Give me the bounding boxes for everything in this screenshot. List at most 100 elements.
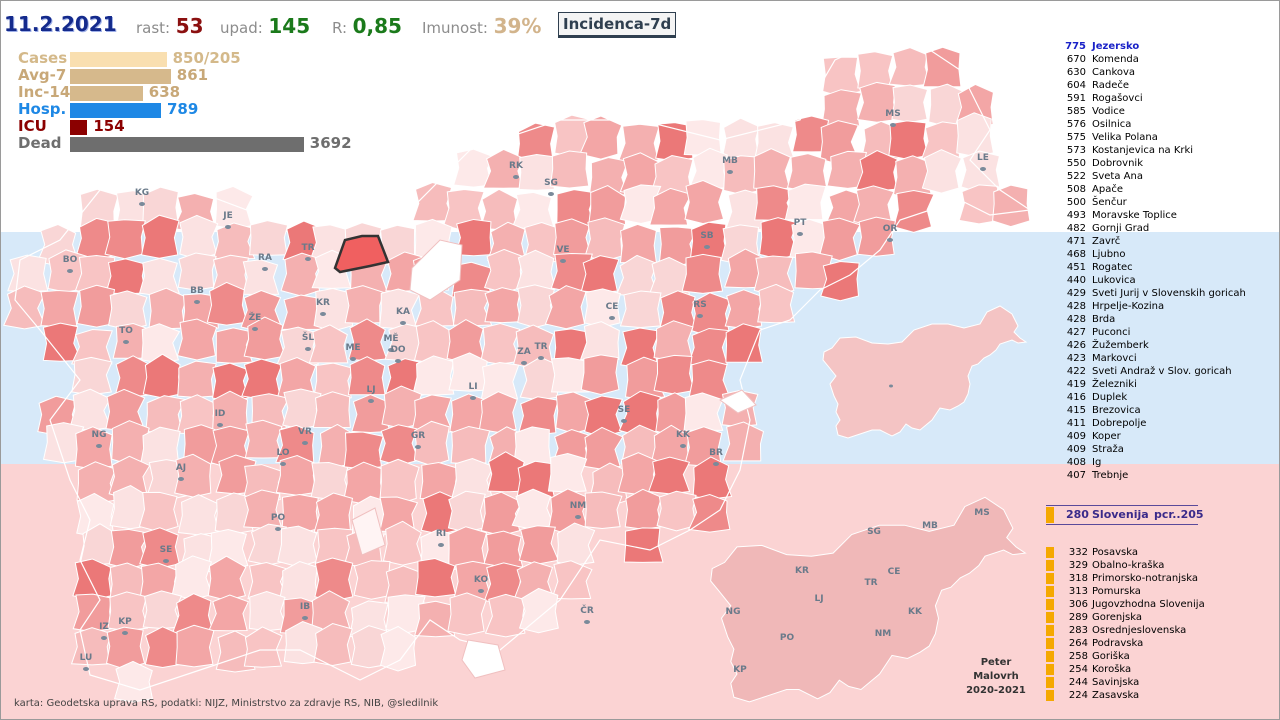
municipality-shape: [313, 492, 354, 535]
city-label: MĚ: [383, 332, 398, 344]
municipality-row: 440 Lukovica: [1062, 274, 1272, 287]
region-city-label: MB: [922, 521, 938, 531]
city-dot: [704, 245, 710, 249]
region-row: 318 Primorsko-notranjska: [1046, 572, 1246, 585]
stat-row-dead: Dead 3692: [18, 134, 418, 152]
municipality-shape: [174, 453, 212, 498]
stat-name: Inc-14: [18, 83, 71, 101]
region-value: 306: [1068, 599, 1088, 610]
stat-bar: [70, 120, 88, 135]
region-value: 289: [1068, 612, 1088, 623]
region-row: 254 Koroška: [1046, 663, 1246, 676]
stat-name: ICU: [18, 117, 47, 135]
region-city-label: PO: [780, 633, 795, 643]
city-dot: [305, 347, 311, 351]
municipality-row: 409 Koper: [1062, 430, 1272, 443]
municipality-shape: [313, 288, 354, 332]
city-label: AJ: [176, 463, 186, 473]
municipality-name: Dobrovnik: [1092, 158, 1144, 169]
imunost-value: 39%: [493, 14, 542, 38]
municipality-shape: [757, 283, 796, 324]
municipality-shape: [656, 490, 697, 532]
city-dot: [521, 361, 527, 365]
city-dot: [388, 348, 394, 352]
municipality-row: 416 Duplek: [1062, 391, 1272, 404]
author-years: 2020-2021: [966, 685, 1026, 696]
city-dot: [395, 359, 401, 363]
municipality-shape: [725, 323, 764, 363]
region-city-label: LJ: [814, 594, 823, 604]
stat-name: Hosp.: [18, 100, 67, 118]
city-label: RI: [436, 529, 446, 539]
municipality-incidence-list: 775 Jezersko 670 Komenda 630 Cankova 604 Radeče…: [1062, 40, 1272, 482]
municipality-shape: [213, 222, 256, 260]
city-label: BR: [709, 448, 723, 458]
municipality-value: 575: [1066, 132, 1086, 143]
region-name: Gorenjska: [1092, 612, 1142, 623]
municipality-name: Zavrč: [1092, 236, 1121, 247]
municipality-shape: [179, 214, 219, 260]
municipality-shape: [483, 248, 523, 293]
municipality-shape: [624, 488, 663, 530]
municipality-shape: [74, 426, 113, 470]
municipality-shape: [382, 520, 423, 566]
city-label: ČR: [580, 604, 594, 616]
slovenia-value: 280: [1066, 508, 1089, 521]
municipality-row: 415 Brezovica: [1062, 404, 1272, 417]
municipality-shape: [893, 189, 935, 233]
municipality-shape: [241, 358, 283, 400]
stat-bar: [70, 103, 161, 118]
municipality-value: 468: [1066, 249, 1086, 260]
region-name: Pomurska: [1092, 586, 1141, 597]
municipality-name: Jezersko: [1092, 41, 1140, 52]
upad-group: upad: 145: [220, 14, 310, 38]
r-group: R: 0,85: [332, 14, 402, 38]
municipality-name: Koper: [1092, 431, 1121, 442]
city-dot: [415, 445, 421, 449]
municipality-shape: [518, 525, 560, 565]
municipality-shape: [310, 461, 351, 500]
municipality-value: 407: [1066, 470, 1086, 481]
region-name: Goriška: [1092, 651, 1130, 662]
municipality-row: 630 Cankova: [1062, 66, 1272, 79]
municipality-row: 508 Apače: [1062, 183, 1272, 196]
municipality-shape: [450, 425, 491, 465]
municipality-value: 576: [1066, 119, 1086, 130]
municipality-value: 775: [1065, 41, 1086, 52]
stat-name: Cases: [18, 49, 68, 67]
municipality-name: Brda: [1092, 314, 1116, 325]
municipality-row: 426 Žužemberk: [1062, 339, 1272, 352]
municipality-name: Kostanjevica na Krki: [1092, 145, 1194, 156]
stat-value: 154: [93, 117, 125, 135]
city-dot: [584, 620, 590, 624]
city-dot: [320, 312, 326, 316]
incidence-tab-button[interactable]: Incidenca-7d: [558, 12, 677, 38]
city-dot: [252, 327, 258, 331]
municipality-name: Markovci: [1092, 353, 1137, 364]
municipality-shape: [820, 260, 860, 302]
region-value: 283: [1068, 625, 1088, 636]
city-label: RK: [509, 161, 524, 171]
region-row: 224 Zasavska: [1046, 689, 1246, 702]
municipality-shape: [688, 494, 731, 533]
city-label: JE: [222, 211, 233, 221]
municipality-shape: [722, 421, 765, 462]
city-label: ŽE: [249, 311, 262, 323]
city-dot: [890, 123, 896, 127]
municipality-shape: [312, 391, 351, 429]
municipality-name: Puconci: [1092, 327, 1131, 338]
city-label: LO: [276, 448, 289, 458]
municipality-shape: [140, 214, 180, 259]
city-label: MB: [722, 156, 738, 166]
city-label: SE: [618, 405, 631, 415]
municipality-row: 575 Velika Polana: [1062, 131, 1272, 144]
municipality-value: 416: [1066, 392, 1086, 403]
city-dot: [122, 631, 128, 635]
municipality-shape: [649, 187, 693, 226]
municipality-name: Žužemberk: [1092, 340, 1149, 351]
municipality-row: 471 Zavrč: [1062, 235, 1272, 248]
stat-row-avg-7: Avg-7 861: [18, 66, 418, 84]
municipality-shape: [344, 285, 385, 324]
region-row: 329 Obalno-kraška: [1046, 559, 1246, 572]
municipality-shape: [681, 253, 724, 294]
